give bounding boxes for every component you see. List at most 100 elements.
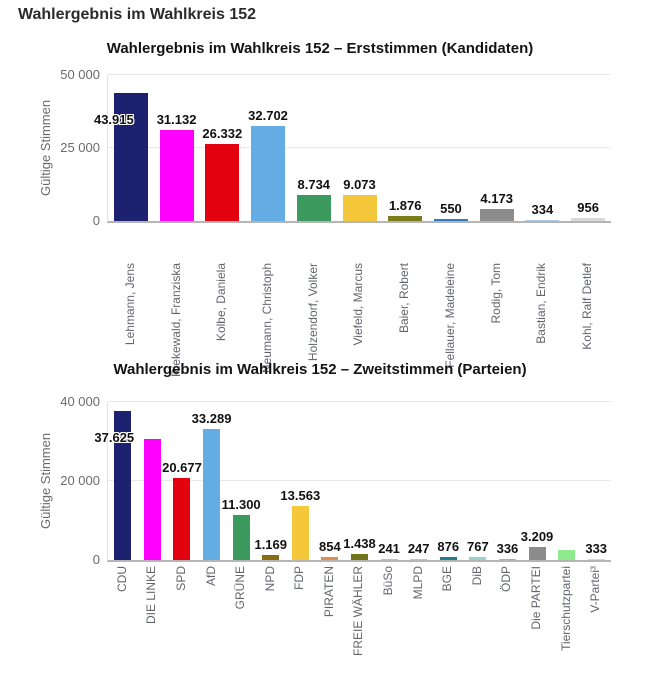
bar[interactable] [143, 439, 161, 560]
bar[interactable] [159, 130, 194, 221]
x-axis-label: GRÜNE [225, 566, 255, 684]
bar[interactable] [113, 93, 148, 221]
x-axis-label: V-Partei³ [580, 566, 610, 684]
bar-value-label: 20.677 [162, 460, 202, 475]
x-axis-label: FDP [285, 566, 315, 684]
bar-value-label: 550 [440, 201, 462, 216]
plot-area: 43.915 31.132 26.332 32.702 8.734 9.073 1.876 5… [94, 74, 611, 223]
x-axis-label-text: SPD [173, 566, 188, 591]
bar[interactable] [342, 195, 377, 221]
bar[interactable] [498, 559, 516, 560]
bar[interactable] [558, 550, 576, 560]
bar[interactable] [205, 144, 240, 221]
plot-area: 37.625 20.677 33.289 11.300 1.169 13.563 854 1.… [94, 401, 611, 562]
y-axis-ticks: 0 25 000 50 000 [0, 67, 100, 228]
x-axis-label: FREIE WÄHLER [344, 566, 374, 684]
bar[interactable] [571, 218, 606, 221]
y-tick-label: 50 000 [60, 67, 100, 82]
x-axis-label: DIE LINKE [137, 566, 167, 684]
bar[interactable] [262, 555, 280, 560]
chart-erststimmen: Wahlergebnis im Wahlkreis 152 – Erststim… [0, 36, 659, 377]
bar-value-label: 247 [407, 541, 430, 556]
y-tick-label: 20 000 [60, 473, 100, 488]
bar-value-label: 26.332 [202, 126, 243, 141]
bar[interactable] [439, 557, 457, 560]
gridline [108, 480, 611, 481]
x-axis-label: PIRATEN [314, 566, 344, 684]
x-axis-label-text: Kohl, Ralf Detlef [580, 263, 595, 350]
bar[interactable] [321, 557, 339, 560]
bar[interactable] [203, 429, 221, 560]
bar[interactable] [525, 220, 560, 221]
bar[interactable] [380, 559, 398, 560]
bar[interactable] [469, 557, 487, 560]
x-axis-label-text: Holzendorf, Volker [305, 263, 320, 362]
bar[interactable] [587, 559, 605, 560]
x-axis-label-text: PIRATEN [321, 566, 336, 618]
gridline [108, 147, 611, 148]
gridline [108, 74, 611, 75]
x-axis-label: SPD [166, 566, 196, 684]
bar[interactable] [388, 216, 423, 221]
bar[interactable] [291, 506, 309, 560]
x-axis-label-text: DIE LINKE [144, 566, 159, 625]
bar-value-label: 1.438 [343, 536, 376, 551]
x-axis-label: DiB [462, 566, 492, 684]
bar-value-label: 37.625 [94, 430, 135, 445]
x-axis-label-text: MLPD [410, 566, 425, 600]
x-axis-label: AfD [196, 566, 226, 684]
x-axis-label: Die PARTEI [521, 566, 551, 684]
y-axis-ticks: 0 20 000 40 000 [0, 394, 100, 567]
bar-value-label: 876 [437, 539, 460, 554]
x-axis-label-text: FREIE WÄHLER [351, 566, 366, 657]
bar-value-label: 3.209 [520, 529, 554, 544]
bar[interactable] [232, 515, 250, 560]
x-axis-label-text: DiB [469, 566, 484, 586]
bar-value-label: 334 [531, 202, 554, 217]
y-tick-label: 0 [92, 213, 100, 228]
bar-value-label: 4.173 [480, 191, 513, 206]
x-axis-label-text: Bastian, Endrik [534, 263, 549, 344]
x-axis-label: NPD [255, 566, 285, 684]
bar-value-label: 13.563 [280, 488, 321, 503]
x-axis-label-text: GRÜNE [233, 566, 248, 610]
x-axis-label-text: Die PARTEI [529, 566, 544, 630]
bar-value-label: 333 [585, 541, 608, 556]
x-axis-label-text: Tierschutzpartei [558, 566, 573, 651]
bar[interactable] [114, 411, 132, 560]
bar[interactable] [479, 209, 514, 221]
bar[interactable] [528, 547, 546, 560]
x-axis-label-text: Lehmann, Jens [122, 263, 137, 346]
bar-value-label: 336 [496, 541, 519, 556]
x-axis-label-text: Kolbe, Daniela [214, 263, 229, 342]
bar[interactable] [251, 126, 286, 221]
x-axis-label-text: NPD [262, 566, 277, 592]
x-axis-label-text: AfD [203, 566, 218, 587]
gridline [108, 401, 611, 402]
x-axis-label-text: Baier, Robert [397, 263, 412, 334]
x-axis-label: CDU [107, 566, 137, 684]
bar[interactable] [410, 559, 428, 560]
y-tick-label: 0 [92, 552, 100, 567]
bar-value-label: 8.734 [297, 177, 331, 192]
bar[interactable] [173, 478, 191, 560]
bar[interactable] [296, 195, 331, 221]
x-axis-label-text: BüSo [381, 566, 396, 596]
x-axis-label-text: V-Partei³ [588, 566, 603, 613]
bar[interactable] [351, 554, 368, 560]
x-axis-label: Tierschutzpartei [551, 566, 581, 684]
bar-value-label: 31.132 [156, 112, 197, 127]
x-axis-label-text: FDP [292, 566, 307, 590]
x-axis-labels: CDU DIE LINKE SPD AfD GRÜNE NPD FDP PIRATEN FREI… [107, 566, 610, 684]
bar[interactable] [433, 219, 468, 221]
x-axis-label-text: ÖDP [499, 566, 514, 593]
x-axis-label-text: Fellauer, Madeleine [442, 263, 457, 368]
bar-value-label: 32.702 [248, 108, 288, 123]
bar-value-label: 1.169 [254, 537, 288, 552]
x-axis-label-text: Viefeld, Marcus [351, 263, 366, 346]
x-axis-label-text: CDU [114, 566, 129, 592]
bar-value-label: 767 [466, 539, 489, 554]
bar-value-label: 33.289 [191, 411, 232, 426]
x-axis-label-text: BGE [440, 566, 455, 592]
page-title: Wahlergebnis im Wahlkreis 152 [18, 6, 257, 23]
